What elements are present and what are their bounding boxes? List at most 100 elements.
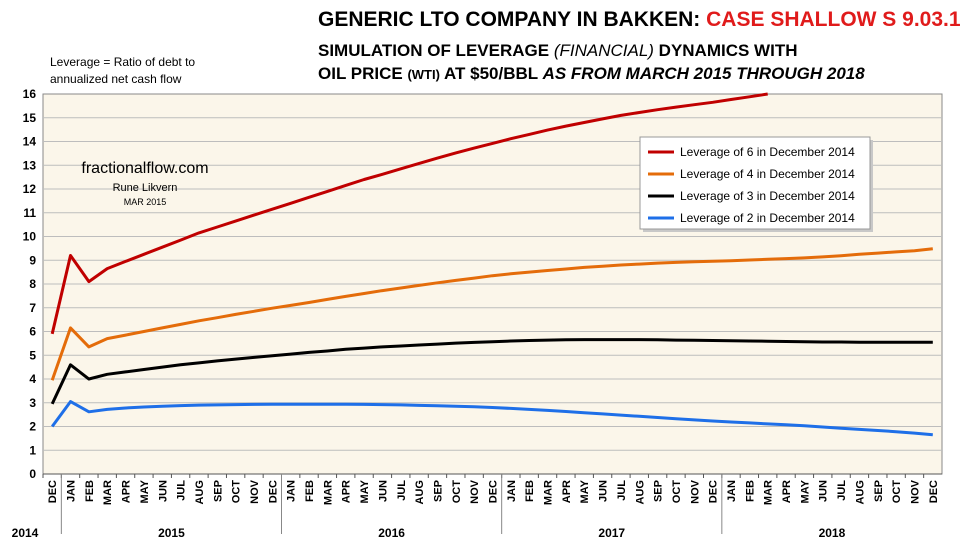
y-tick-label: 14 — [23, 135, 37, 149]
x-tick-label: JUL — [616, 480, 628, 501]
x-tick-label: DEC — [488, 480, 500, 503]
legend: Leverage of 6 in December 2014 Leverage o… — [639, 136, 873, 232]
title2-part-a: SIMULATION OF LEVERAGE — [318, 41, 554, 60]
x-tick-label: NOV — [249, 479, 261, 504]
series-line-2 — [50, 247, 933, 381]
y-tick-label: 8 — [29, 277, 36, 291]
x-tick-label: MAR — [102, 480, 114, 505]
chart-title-line3: OIL PRICE (WTI) AT $50/BBL AS FROM MARCH… — [318, 64, 865, 84]
title2-part-b: (FINANCIAL) — [553, 41, 654, 60]
x-tick-label: MAY — [799, 479, 811, 503]
x-tick-label: DEC — [708, 480, 720, 503]
chart-title-line1: GENERIC LTO COMPANY IN BAKKEN: CASE SHAL… — [318, 8, 960, 32]
x-tick-label: AUG — [414, 480, 426, 504]
x-tick-label: JUN — [157, 480, 169, 502]
year-label: 2016 — [378, 526, 405, 540]
y-tick-label: 12 — [23, 182, 37, 196]
x-tick-label: MAR — [543, 480, 555, 505]
title2-part-c: DYNAMICS WITH — [653, 41, 798, 60]
y-tick-label: 11 — [23, 206, 36, 220]
watermark-author: Rune Likvern — [113, 182, 178, 194]
x-axis-years: 2014 2015 2016 2017 2018 — [12, 474, 846, 540]
x-tick-label: FEB — [524, 480, 536, 502]
year-label: 2015 — [158, 526, 185, 540]
x-axis-ticks: DEC JAN FEB MAR APR MAY JUN JUL AUG SEP OCT NOV DEC J… — [42, 474, 940, 505]
x-tick-label: JUN — [377, 480, 389, 502]
x-tick-label: SEP — [212, 480, 224, 502]
leverage-note-line2: annualized net cash flow — [50, 72, 182, 86]
x-tick-label: APR — [561, 480, 573, 503]
x-tick-label: SEP — [432, 480, 444, 502]
x-tick-label: MAR — [763, 480, 775, 505]
x-tick-label: JUL — [176, 480, 188, 501]
legend-entry: Leverage of 6 in December 2014 — [680, 145, 855, 159]
x-tick-label: SEP — [653, 480, 665, 502]
y-tick-label: 13 — [23, 158, 37, 172]
series-line-3 — [50, 338, 933, 405]
x-tick-label: AUG — [634, 480, 646, 504]
legend-entry: Leverage of 3 in December 2014 — [680, 189, 855, 203]
title3-part-d: AS FROM MARCH 2015 THROUGH 2018 — [542, 64, 865, 83]
y-tick-label: 2 — [29, 420, 36, 434]
x-tick-label: NOV — [469, 479, 481, 504]
y-tick-label: 6 — [29, 325, 36, 339]
x-tick-label: JUN — [598, 480, 610, 502]
y-tick-label: 16 — [23, 87, 37, 101]
title-prefix: GENERIC LTO COMPANY IN BAKKEN: — [318, 8, 707, 31]
x-tick-label: MAY — [139, 479, 151, 503]
y-tick-label: 1 — [29, 443, 36, 457]
x-tick-label: APR — [121, 480, 133, 503]
x-tick-label: OCT — [671, 480, 683, 504]
x-tick-label: APR — [781, 480, 793, 503]
series-lines — [50, 92, 933, 437]
x-tick-label: MAY — [359, 479, 371, 503]
x-tick-label: AUG — [194, 480, 206, 504]
x-tick-label: FEB — [84, 480, 96, 502]
year-label: 2014 — [12, 526, 39, 540]
x-tick-label: MAY — [579, 479, 591, 503]
y-tick-label: 3 — [29, 396, 36, 410]
y-tick-label: 4 — [29, 372, 36, 386]
year-label: 2017 — [598, 526, 625, 540]
x-tick-label: NOV — [909, 479, 921, 504]
x-tick-label: SEP — [873, 480, 885, 502]
leverage-note-line1: Leverage = Ratio of debt to — [50, 55, 196, 69]
x-tick-label: DEC — [47, 480, 59, 503]
legend-entry: Leverage of 4 in December 2014 — [680, 167, 855, 181]
x-tick-label: FEB — [304, 480, 316, 502]
x-tick-label: DEC — [928, 480, 940, 503]
title3-part-a: OIL PRICE — [318, 64, 408, 83]
x-tick-label: DEC — [267, 480, 279, 503]
x-tick-label: NOV — [689, 479, 701, 504]
title-case-label: CASE SHALLOW S 9.03.15 — [706, 8, 960, 31]
year-label: 2018 — [819, 526, 846, 540]
legend-entry: Leverage of 2 in December 2014 — [680, 211, 855, 225]
legend-box — [639, 136, 871, 230]
y-tick-label: 0 — [29, 467, 36, 481]
x-tick-label: OCT — [231, 480, 243, 504]
y-tick-label: 9 — [29, 253, 36, 267]
watermark-date: MAR 2015 — [124, 197, 167, 207]
series-line-4 — [50, 400, 933, 437]
x-tick-label: JAN — [66, 480, 78, 502]
x-tick-label: JAN — [506, 480, 518, 502]
y-tick-label: 10 — [23, 230, 37, 244]
x-tick-label: OCT — [451, 480, 463, 504]
x-tick-label: JAN — [286, 480, 298, 502]
x-tick-label: AUG — [854, 480, 866, 504]
x-tick-label: JUL — [836, 480, 848, 501]
y-tick-label: 7 — [29, 301, 36, 315]
chart-title-line2: SIMULATION OF LEVERAGE (FINANCIAL) DYNAM… — [318, 41, 797, 61]
x-tick-label: JAN — [726, 480, 738, 502]
x-tick-label: OCT — [891, 480, 903, 504]
x-tick-label: JUL — [396, 480, 408, 501]
x-tick-label: JUN — [818, 480, 830, 502]
y-tick-label: 5 — [29, 348, 36, 362]
x-tick-label: FEB — [744, 480, 756, 502]
watermark-site: fractionalflow.com — [81, 160, 208, 177]
x-tick-label: MAR — [322, 480, 334, 505]
title3-part-b: (WTI) — [407, 67, 440, 82]
title3-part-c: AT $50/BBL — [439, 64, 543, 83]
